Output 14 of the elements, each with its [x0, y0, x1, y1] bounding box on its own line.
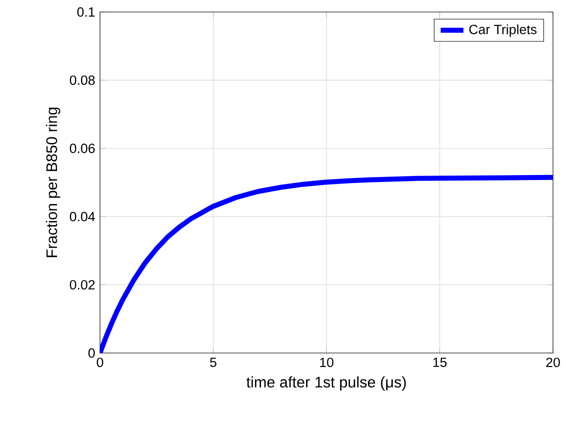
- legend-label: Car Triplets: [469, 24, 537, 37]
- y-tick-label: 0: [88, 348, 95, 358]
- x-tick-label: 5: [210, 358, 216, 368]
- y-axis-title: Fraction per B850 ring: [46, 108, 60, 258]
- x-tick-label: 0: [96, 358, 104, 368]
- x-tick-label: 15: [433, 358, 447, 368]
- y-tick-label: 0.08: [70, 75, 95, 85]
- x-tick-label: 20: [546, 358, 560, 368]
- x-tick-label: 10: [320, 358, 334, 368]
- y-tick-label: 0.06: [70, 144, 95, 154]
- y-tick-label: 0.02: [70, 280, 95, 290]
- y-tick-label: 0.1: [77, 7, 95, 17]
- y-tick-label: 0.04: [70, 212, 95, 222]
- x-axis-title: time after 1st pulse (μs): [246, 376, 406, 391]
